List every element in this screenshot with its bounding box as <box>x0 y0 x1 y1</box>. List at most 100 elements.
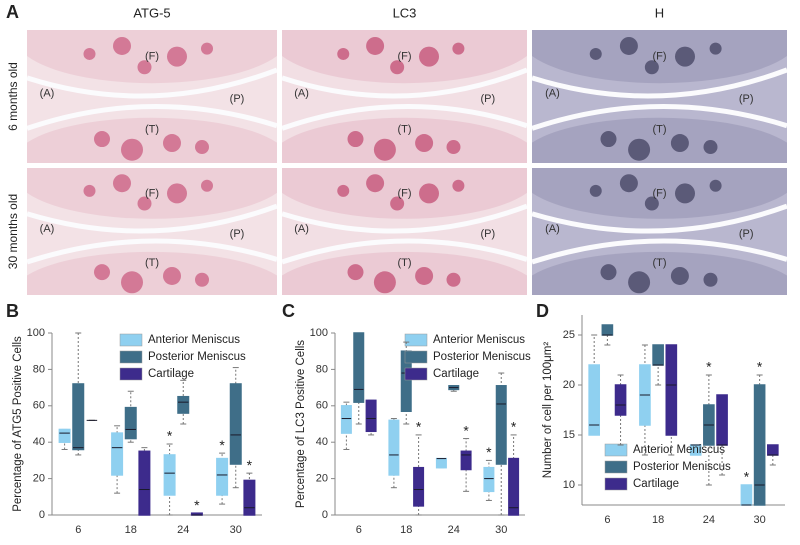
tissue-blob <box>94 264 110 281</box>
tissue-blob <box>644 196 659 211</box>
box <box>388 419 400 476</box>
tissue-blob <box>628 138 651 161</box>
histology-image: (F) (A) (P) (T) <box>282 168 527 295</box>
significance-star: * <box>194 497 200 513</box>
significance-star: * <box>219 437 225 453</box>
region-label: (F) <box>397 187 411 199</box>
tissue-blob <box>201 179 213 192</box>
tissue-blob <box>446 272 461 287</box>
box <box>665 344 678 436</box>
histology-image: (F) (A) (P) (T) <box>282 30 527 163</box>
tissue-blob <box>419 46 439 67</box>
tissue-blob <box>589 184 602 197</box>
histology-image: (F) (A) (P) (T) <box>532 168 787 295</box>
tissue-blob <box>415 266 434 285</box>
region-label: (A) <box>545 88 560 100</box>
joint-space <box>27 103 277 131</box>
region-label: (F) <box>652 187 666 199</box>
legend-swatch <box>119 333 143 347</box>
y-tick-label: 80 <box>33 363 45 375</box>
tissue-blob <box>94 131 110 148</box>
significance-star: * <box>463 422 469 438</box>
region-label: (T) <box>145 124 159 136</box>
legend-label: Anterior Meniscus <box>148 334 240 346</box>
x-tick-label: 30 <box>230 524 242 536</box>
x-tick-label: 30 <box>754 514 766 526</box>
joint-space <box>27 67 277 99</box>
legend-label: Posterior Meniscus <box>433 351 531 363</box>
condyle <box>27 30 277 84</box>
condyle <box>282 30 527 84</box>
box <box>508 457 520 516</box>
region-label: (P) <box>480 228 495 240</box>
tissue-blob <box>390 60 405 75</box>
tissue-blob <box>670 134 689 153</box>
tissue-blob <box>167 46 187 67</box>
panel-label: D <box>536 301 549 321</box>
row-title: 30 months old <box>6 194 20 269</box>
y-axis-label: Percentage of ATG5 Positive Cells <box>12 336 24 512</box>
legend-label: Anterior Meniscus <box>633 444 725 456</box>
box <box>340 405 352 434</box>
tissue-blob <box>709 179 722 192</box>
significance-star: * <box>416 419 422 435</box>
joint-space <box>282 67 527 99</box>
tissue-blob <box>366 174 385 193</box>
region-label: (T) <box>397 124 411 136</box>
y-tick-label: 40 <box>33 436 45 448</box>
tissue-blob <box>600 131 617 148</box>
tissue-blob <box>195 140 209 155</box>
tissue-blob <box>347 264 364 281</box>
box <box>111 432 124 476</box>
condyle <box>282 251 527 295</box>
tissue-blob <box>703 272 718 287</box>
legend-label: Posterior Meniscus <box>633 461 731 473</box>
x-tick-label: 24 <box>703 514 715 526</box>
legend-label: Cartilage <box>148 368 194 380</box>
column-title: H <box>655 5 664 20</box>
tissue-blob <box>644 60 659 75</box>
legend-swatch <box>119 367 143 381</box>
box <box>601 324 614 336</box>
condyle <box>532 168 787 219</box>
tissue-blob <box>113 36 131 55</box>
region-label: (F) <box>397 51 411 63</box>
box <box>72 383 85 451</box>
tissue-blob <box>600 264 617 281</box>
legend-swatch <box>604 460 628 474</box>
tissue-blob <box>446 140 461 155</box>
joint-space <box>282 203 527 234</box>
histology-image: (F) (A) (P) (T) <box>532 30 787 163</box>
region-label: (A) <box>40 88 55 100</box>
box <box>58 428 71 443</box>
box <box>365 399 377 433</box>
y-axis-label: Number of cell per 100μm² <box>542 342 554 479</box>
region-label: (A) <box>40 223 55 235</box>
tissue-blob <box>628 271 651 294</box>
tissue-blob <box>83 184 96 197</box>
region-label: (A) <box>545 223 560 235</box>
condyle <box>27 168 277 219</box>
region-label: (T) <box>145 257 159 269</box>
y-tick-label: 40 <box>316 436 328 448</box>
box <box>766 444 779 456</box>
legend-label: Posterior Meniscus <box>148 351 246 363</box>
x-tick-label: 24 <box>448 524 460 536</box>
x-tick-label: 6 <box>604 514 610 526</box>
legend-swatch <box>604 477 628 491</box>
box <box>716 394 728 446</box>
region-label: (A) <box>294 88 309 100</box>
region-label: (T) <box>397 257 411 269</box>
y-tick-label: 25 <box>563 329 575 341</box>
y-tick-label: 10 <box>563 479 575 491</box>
y-tick-label: 100 <box>310 327 328 339</box>
x-tick-label: 18 <box>400 524 412 536</box>
histology-image: (F) (A) (P) (T) <box>27 30 277 163</box>
box <box>435 457 447 469</box>
tissue-blob <box>137 196 152 211</box>
tissue-blob <box>366 36 385 55</box>
tissue-blob <box>113 174 131 193</box>
tissue-blob <box>337 47 350 60</box>
condyle <box>282 168 527 219</box>
tissue-blob <box>163 266 181 285</box>
